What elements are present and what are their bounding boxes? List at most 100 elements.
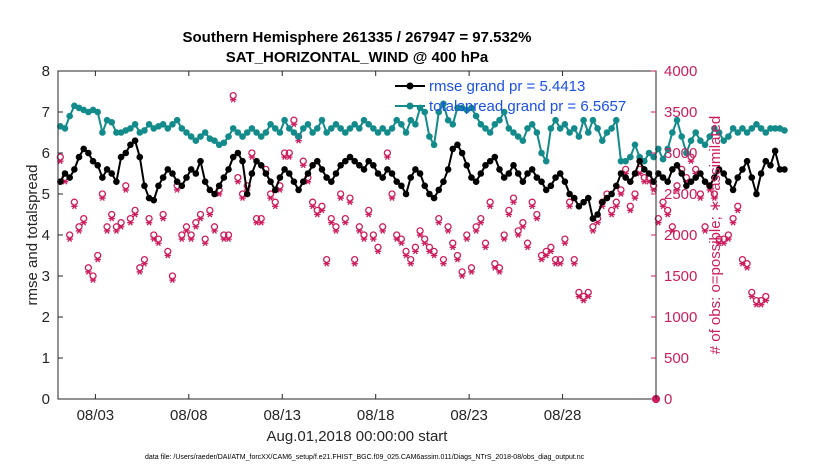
rmse-point bbox=[71, 166, 78, 173]
totalspread-point bbox=[500, 108, 508, 116]
totalspread-point bbox=[169, 121, 176, 128]
totalspread-point bbox=[687, 137, 695, 144]
rmse-point bbox=[416, 170, 424, 177]
totalspread-point bbox=[94, 108, 102, 116]
assimilated-obs-marker bbox=[103, 227, 111, 234]
possible-obs-marker bbox=[360, 231, 368, 239]
y-right-tick-label: 3000 bbox=[664, 145, 697, 162]
possible-obs-marker bbox=[266, 190, 275, 198]
rmse-point bbox=[225, 166, 232, 173]
totalspread-point bbox=[753, 121, 760, 128]
rmse-point bbox=[477, 170, 485, 177]
assimilated-obs-marker bbox=[332, 227, 340, 234]
totalspread-point bbox=[159, 121, 167, 128]
assimilated-obs-marker bbox=[300, 162, 307, 169]
rmse-point bbox=[715, 166, 723, 173]
rmse-point bbox=[276, 174, 284, 181]
rmse-point bbox=[669, 166, 676, 173]
totalspread-point bbox=[421, 108, 429, 116]
rmse-point bbox=[379, 174, 386, 181]
assimilated-obs-marker bbox=[309, 203, 316, 210]
possible-obs-marker bbox=[687, 153, 695, 161]
legend-rmse-label: rmse grand pr = 5.4413 bbox=[429, 78, 585, 95]
rmse-point bbox=[164, 166, 172, 173]
assimilated-obs-marker bbox=[75, 227, 83, 234]
totalspread-point bbox=[603, 129, 611, 136]
rmse-point bbox=[80, 145, 87, 153]
rmse-point bbox=[239, 157, 246, 165]
chart-subtitle: SAT_HORIZONTAL_WIND @ 400 hPa bbox=[226, 49, 489, 66]
possible-obs-marker bbox=[383, 149, 392, 157]
assimilated-obs-marker bbox=[514, 232, 522, 238]
legend-spread-marker bbox=[406, 102, 414, 110]
possible-obs-marker bbox=[150, 231, 158, 239]
assimilated-obs-marker bbox=[725, 236, 732, 243]
possible-obs-marker bbox=[710, 190, 719, 198]
totalspread-point bbox=[66, 112, 73, 120]
rmse-point bbox=[533, 174, 541, 181]
totalspread-point bbox=[99, 129, 106, 136]
totalspread-point bbox=[589, 116, 597, 124]
totalspread-point bbox=[678, 133, 685, 140]
assimilated-obs-marker bbox=[342, 219, 349, 226]
assimilated-obs-marker bbox=[374, 248, 382, 255]
assimilated-obs-marker bbox=[384, 154, 391, 161]
possible-obs-marker bbox=[192, 219, 200, 227]
possible-obs-marker bbox=[210, 223, 219, 231]
assimilated-obs-marker bbox=[449, 244, 456, 251]
totalspread-point bbox=[201, 129, 209, 136]
possible-obs-marker bbox=[248, 149, 256, 157]
totalspread-point bbox=[173, 116, 181, 124]
totalspread-point bbox=[351, 121, 358, 128]
rmse-point bbox=[505, 170, 513, 177]
totalspread-point bbox=[183, 129, 190, 136]
totalspread-point bbox=[131, 121, 139, 128]
assimilated-obs-marker bbox=[482, 244, 489, 251]
rmse-point bbox=[99, 174, 106, 181]
totalspread-point bbox=[472, 112, 480, 120]
possible-obs-marker bbox=[182, 223, 191, 231]
rmse-point bbox=[234, 149, 242, 157]
possible-obs-marker bbox=[439, 255, 448, 264]
possible-obs-marker bbox=[505, 206, 513, 215]
assimilated-obs-marker bbox=[444, 227, 452, 234]
possible-obs-marker bbox=[519, 219, 527, 227]
rmse-point bbox=[622, 174, 629, 181]
rmse-point bbox=[323, 174, 330, 181]
rmse-point bbox=[711, 174, 718, 181]
rmse-point bbox=[421, 182, 429, 190]
possible-obs-marker bbox=[425, 243, 434, 251]
totalspread-point bbox=[598, 137, 606, 144]
rmse-point bbox=[468, 174, 475, 181]
assimilated-obs-marker bbox=[435, 219, 442, 226]
assimilated-obs-marker bbox=[463, 236, 470, 243]
possible-obs-marker bbox=[724, 231, 733, 239]
assimilated-obs-marker bbox=[192, 223, 200, 230]
totalspread-point bbox=[538, 149, 545, 157]
totalspread-point bbox=[379, 125, 386, 132]
totalspread-point bbox=[444, 116, 452, 124]
y-axis-left-ticks: 0 1 2 3 4 5 6 7 8 bbox=[42, 63, 63, 408]
possible-obs-marker bbox=[491, 260, 499, 268]
rmse-point bbox=[57, 178, 64, 185]
assimilated-obs-marker bbox=[412, 248, 419, 255]
rmse-point bbox=[538, 178, 545, 185]
possible-obs-marker bbox=[696, 190, 705, 198]
y-left-tick-label: 3 bbox=[42, 268, 50, 285]
assimilated-obs-marker bbox=[66, 236, 73, 243]
x-tick-label: 08/28 bbox=[544, 407, 582, 424]
assimilated-obs-marker bbox=[99, 195, 106, 202]
possible-obs-marker bbox=[341, 214, 349, 223]
totalspread-point bbox=[729, 125, 737, 132]
totalspread-point bbox=[580, 116, 587, 124]
y-axis-right-ticks: 0 500 1000 1500 2000 2500 3000 3500 4000 bbox=[651, 63, 697, 408]
rmse-point bbox=[253, 157, 260, 165]
assimilated-obs-marker bbox=[225, 236, 232, 243]
totalspread-point bbox=[337, 125, 344, 132]
rmse-point bbox=[510, 162, 517, 169]
assimilated-obs-marker bbox=[524, 244, 531, 251]
assimilated-obs-marker bbox=[631, 195, 639, 202]
totalspread-series bbox=[57, 100, 788, 165]
assimilated-obs-marker bbox=[580, 297, 587, 304]
assimilated-obs-marker bbox=[351, 260, 358, 267]
